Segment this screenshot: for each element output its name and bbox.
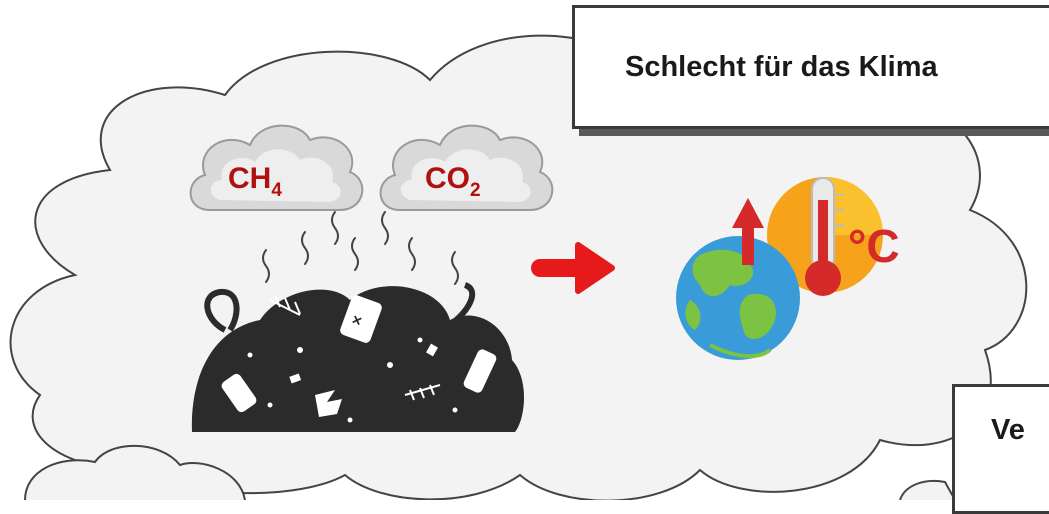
arrow-right-icon (531, 242, 615, 294)
co2-label: CO2 (425, 162, 481, 201)
methane-label: CH4 (228, 162, 282, 201)
up-arrow-icon (732, 198, 764, 265)
methane-cloud-icon (189, 124, 364, 211)
second-box: Ve (952, 384, 1049, 514)
second-box-label: Ve (991, 414, 1025, 446)
diagram-canvas: CH4 CO2 × (9, 34, 1028, 500)
waste-pile-icon: × (191, 282, 525, 432)
small-cloud-left (24, 444, 246, 500)
climate-impact-label: Schlecht für das Klima (625, 50, 938, 83)
gas-emission-lines (262, 211, 459, 285)
degree-celsius-label: °C (848, 220, 900, 272)
co2-cloud-icon (379, 124, 554, 211)
small-cloud-right (899, 480, 956, 500)
earth-icon (676, 236, 800, 360)
climate-impact-box: Schlecht für das Klima (572, 5, 1049, 129)
thermometer-icon (805, 177, 844, 296)
